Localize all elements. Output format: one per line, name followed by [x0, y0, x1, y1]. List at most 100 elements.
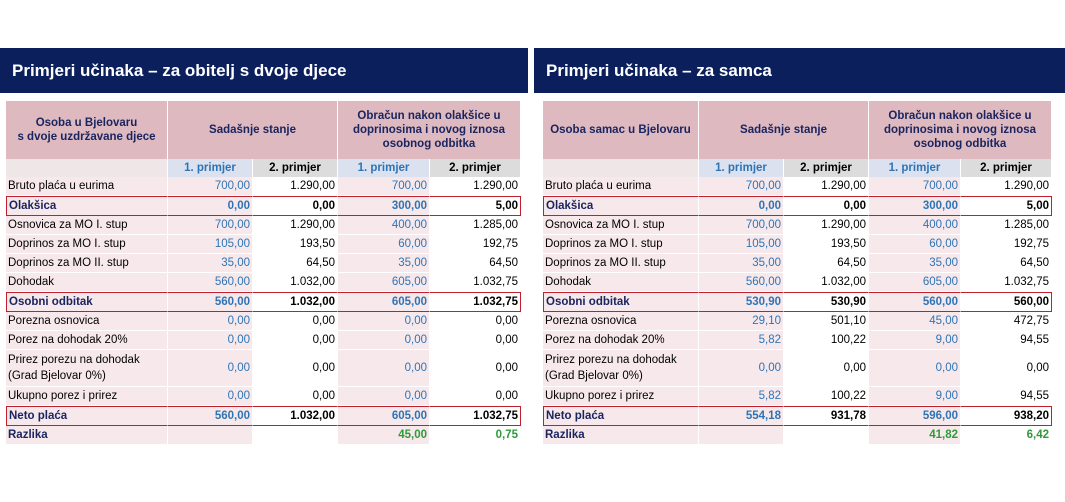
value-cell: 64,50	[784, 254, 869, 273]
value-cell: 300,00	[338, 196, 430, 216]
value-cell: 60,00	[869, 235, 961, 254]
value-cell: 193,50	[784, 235, 869, 254]
example-1-header: 1. primjer	[869, 159, 961, 177]
value-cell: 0,00	[961, 350, 1052, 387]
table-row: Osnovica za MO I. stup 700,00 1.290,00 400,…	[543, 216, 1052, 235]
value-cell: 596,00	[869, 406, 961, 426]
table-row: Olakšica 0,00 0,00 300,00 5,00	[6, 196, 521, 216]
value-cell: 35,00	[699, 254, 784, 273]
table-row: Bruto plaća u eurima 700,00 1.290,00 700,00…	[543, 177, 1052, 196]
table-row: Osobni odbitak 560,00 1.032,00 605,00 1.032,…	[6, 292, 521, 312]
value-cell: 6,42	[961, 426, 1052, 445]
value-cell	[253, 426, 338, 445]
value-cell: 560,00	[168, 292, 253, 312]
value-cell: 5,82	[699, 331, 784, 350]
value-cell: 0,00	[253, 196, 338, 216]
value-cell: 5,82	[699, 387, 784, 406]
value-cell: 700,00	[168, 177, 253, 196]
table-row: Doprinos za MO II. stup 35,00 64,50 35,00 64…	[6, 254, 521, 273]
table-row: Prirez porezu na dohodak (Grad Bjelovar …	[543, 350, 1052, 387]
value-cell: 0,00	[168, 312, 253, 331]
value-cell: 400,00	[869, 216, 961, 235]
row-label: Ukupno porez i prirez	[543, 387, 699, 406]
value-cell: 100,22	[784, 331, 869, 350]
value-cell: 1.290,00	[784, 177, 869, 196]
after-relief-header: Obračun nakon olakšice u doprinosima i n…	[869, 101, 1052, 159]
value-cell: 9,00	[869, 387, 961, 406]
table-row: Doprinos za MO II. stup 35,00 64,50 35,00 64…	[543, 254, 1052, 273]
value-cell: 192,75	[961, 235, 1052, 254]
value-cell: 1.032,00	[253, 406, 338, 426]
table-row: Porezna osnovica 29,10 501,10 45,00 472,75	[543, 312, 1052, 331]
family-table: Osoba u Bjelovaru s dvoje uzdržavane dje…	[6, 101, 521, 445]
value-cell: 472,75	[961, 312, 1052, 331]
after-relief-header: Obračun nakon olakšice u doprinosima i n…	[338, 101, 521, 159]
value-cell: 1.290,00	[784, 216, 869, 235]
row-label: Olakšica	[6, 196, 168, 216]
table-row: Dohodak 560,00 1.032,00 605,00 1.032,75	[6, 273, 521, 292]
value-cell: 45,00	[338, 426, 430, 445]
value-cell: 1.032,00	[253, 273, 338, 292]
example-2-header: 2. primjer	[961, 159, 1052, 177]
value-cell: 0,00	[253, 312, 338, 331]
row-label: Razlika	[543, 426, 699, 445]
value-cell: 105,00	[699, 235, 784, 254]
row-label: Bruto plaća u eurima	[6, 177, 168, 196]
value-cell: 0,00	[699, 350, 784, 387]
value-cell: 0,00	[430, 331, 521, 350]
row-label: Osobni odbitak	[543, 292, 699, 312]
value-cell: 700,00	[699, 216, 784, 235]
table-row: Olakšica 0,00 0,00 300,00 5,00	[543, 196, 1052, 216]
value-cell: 60,00	[338, 235, 430, 254]
value-cell: 560,00	[168, 406, 253, 426]
value-cell: 94,55	[961, 331, 1052, 350]
subheader-blank	[543, 159, 699, 177]
row-header-label: Osoba samac u Bjelovaru	[543, 101, 699, 159]
value-cell: 5,00	[961, 196, 1052, 216]
value-cell: 64,50	[253, 254, 338, 273]
row-label: Porez na dohodak 20%	[6, 331, 168, 350]
value-cell: 1.032,75	[961, 273, 1052, 292]
example-2-header: 2. primjer	[253, 159, 338, 177]
row-label: Razlika	[6, 426, 168, 445]
value-cell: 0,00	[869, 350, 961, 387]
value-cell: 1.032,75	[430, 273, 521, 292]
panel-title: Primjeri učinaka – za obitelj s dvoje dj…	[0, 48, 528, 93]
table-row: Neto plaća 554,18 931,78 596,00 938,20	[543, 406, 1052, 426]
table-row: Porezna osnovica 0,00 0,00 0,00 0,00	[6, 312, 521, 331]
value-cell: 0,00	[430, 387, 521, 406]
value-cell: 560,00	[699, 273, 784, 292]
value-cell: 0,75	[430, 426, 521, 445]
row-label: Doprinos za MO II. stup	[6, 254, 168, 273]
subheader-row: 1. primjer 2. primjer 1. primjer 2. primjer	[6, 159, 521, 177]
value-cell: 35,00	[338, 254, 430, 273]
value-cell: 1.285,00	[961, 216, 1052, 235]
row-label: Dohodak	[6, 273, 168, 292]
row-label: Doprinos za MO I. stup	[6, 235, 168, 254]
value-cell: 94,55	[961, 387, 1052, 406]
value-cell: 0,00	[430, 312, 521, 331]
value-cell: 560,00	[869, 292, 961, 312]
value-cell: 530,90	[699, 292, 784, 312]
row-label: Ukupno porez i prirez	[6, 387, 168, 406]
row-label: Prirez porezu na dohodak (Grad Bjelovar …	[543, 350, 699, 387]
value-cell: 1.290,00	[961, 177, 1052, 196]
row-label: Osnovica za MO I. stup	[543, 216, 699, 235]
row-label: Doprinos za MO I. stup	[543, 235, 699, 254]
row-label: Bruto plaća u eurima	[543, 177, 699, 196]
row-header-label: Osoba u Bjelovaru s dvoje uzdržavane dje…	[6, 101, 168, 159]
value-cell: 0,00	[338, 350, 430, 387]
row-label: Prirez porezu na dohodak (Grad Bjelovar …	[6, 350, 168, 387]
value-cell: 0,00	[784, 196, 869, 216]
value-cell: 1.032,75	[430, 292, 521, 312]
value-cell	[784, 426, 869, 445]
panel-title: Primjeri učinaka – za samca	[534, 48, 1065, 93]
subheader-blank	[6, 159, 168, 177]
value-cell: 554,18	[699, 406, 784, 426]
value-cell: 0,00	[784, 350, 869, 387]
value-cell: 64,50	[430, 254, 521, 273]
value-cell: 1.290,00	[253, 216, 338, 235]
row-label: Dohodak	[543, 273, 699, 292]
header-row: Osoba samac u Bjelovaru Sadašnje stanje Ob…	[543, 101, 1052, 159]
value-cell: 100,22	[784, 387, 869, 406]
